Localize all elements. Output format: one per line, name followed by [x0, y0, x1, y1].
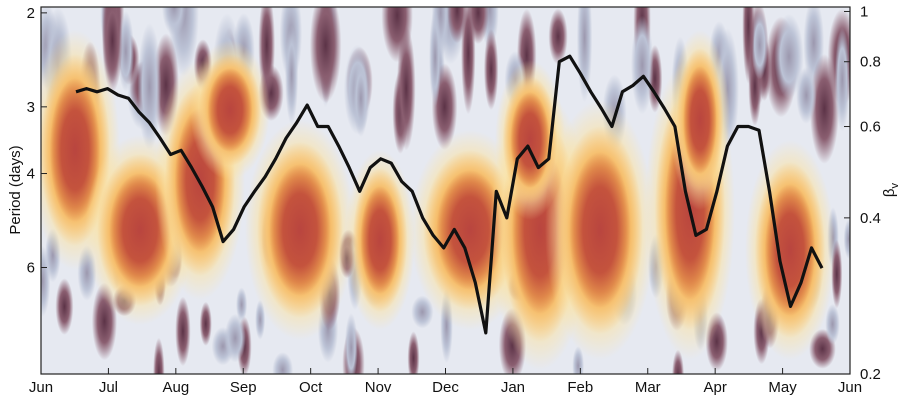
x-tick-label: Sep — [230, 379, 257, 396]
heat-cell — [55, 278, 74, 335]
heat-cell — [207, 68, 253, 152]
y-tick-label: 6 — [27, 259, 35, 276]
heat-cell — [751, 10, 769, 80]
x-tick-label: Mar — [635, 379, 661, 396]
y-tick-label: 2 — [27, 5, 35, 22]
heat-cell — [236, 287, 248, 322]
heat-cell — [483, 28, 499, 110]
beta-series-line — [75, 54, 824, 335]
heat-cell — [137, 23, 162, 151]
heat-cell — [153, 337, 165, 374]
y-axis-left: 2 3 4 6 — [27, 5, 47, 276]
x-tick-label: Oct — [299, 379, 323, 396]
heatmap-field — [41, 7, 850, 374]
y2-tick-label: 0.2 — [860, 366, 881, 383]
heat-cell — [272, 352, 294, 374]
heat-cell — [344, 313, 358, 374]
heat-cell — [269, 164, 331, 296]
heat-cell — [764, 184, 816, 316]
y-axis-right: 1 0.8 0.6 0.4 0.2 — [844, 3, 881, 383]
heat-cell — [309, 7, 342, 103]
heat-cell — [572, 346, 585, 374]
heat-cell — [569, 152, 631, 308]
x-tick-label: Jun — [838, 379, 862, 396]
heat-cell — [161, 7, 187, 36]
y2-tick-label: 1 — [860, 3, 868, 20]
y-tick-label: 4 — [27, 166, 35, 183]
heat-cell — [796, 66, 817, 124]
heat-cell — [407, 331, 420, 374]
heat-cell — [576, 7, 593, 103]
heat-cell — [447, 7, 468, 44]
x-tick-label: May — [768, 379, 797, 396]
x-tick-label: Jul — [99, 379, 118, 396]
y2-tick-label: 0.6 — [860, 119, 881, 136]
x-axis: Jun Jul Aug Sep Oct Nov Dec Jan Feb Mar Apr May Jun — [29, 368, 862, 396]
heat-cell — [353, 59, 369, 138]
y-axis-title: Period (days) — [7, 145, 24, 234]
heat-cell — [429, 7, 442, 108]
heat-cell — [510, 92, 550, 188]
heat-cell — [436, 170, 504, 290]
x-tick-label: Jun — [29, 379, 53, 396]
heat-cell — [774, 13, 804, 100]
heat-cell — [683, 66, 717, 174]
x-tick-label: Feb — [567, 379, 593, 396]
x-tick-label: Nov — [365, 379, 392, 396]
y-tick-label: 3 — [27, 99, 35, 116]
heat-cell — [630, 15, 654, 115]
heat-cell — [467, 7, 489, 45]
heat-cell — [548, 8, 568, 65]
heat-cell — [199, 301, 212, 346]
heat-cell — [825, 303, 840, 345]
x-tick-label: Aug — [162, 379, 189, 396]
heat-cell — [411, 295, 434, 329]
heat-cell — [49, 78, 101, 222]
y2-tick-label: 0.8 — [860, 54, 881, 71]
heat-cell — [41, 245, 51, 317]
heat-cell — [175, 296, 191, 367]
heat-cell — [381, 7, 413, 63]
x-tick-label: Jan — [501, 379, 525, 396]
y2-tick-label: 0.4 — [860, 210, 881, 227]
svg-text:βv: βv — [881, 182, 901, 197]
heat-cell — [109, 173, 171, 287]
heat-cell — [284, 24, 299, 125]
heat-cell — [843, 219, 850, 259]
y2-axis-title: βv — [881, 182, 901, 197]
heat-cell — [224, 313, 246, 363]
beta-series — [75, 54, 824, 335]
x-tick-label: Apr — [703, 379, 726, 396]
x-tick-label: Dec — [432, 379, 459, 396]
heat-cell — [360, 186, 400, 294]
heat-cell — [742, 7, 755, 85]
heat-cell — [834, 27, 850, 132]
